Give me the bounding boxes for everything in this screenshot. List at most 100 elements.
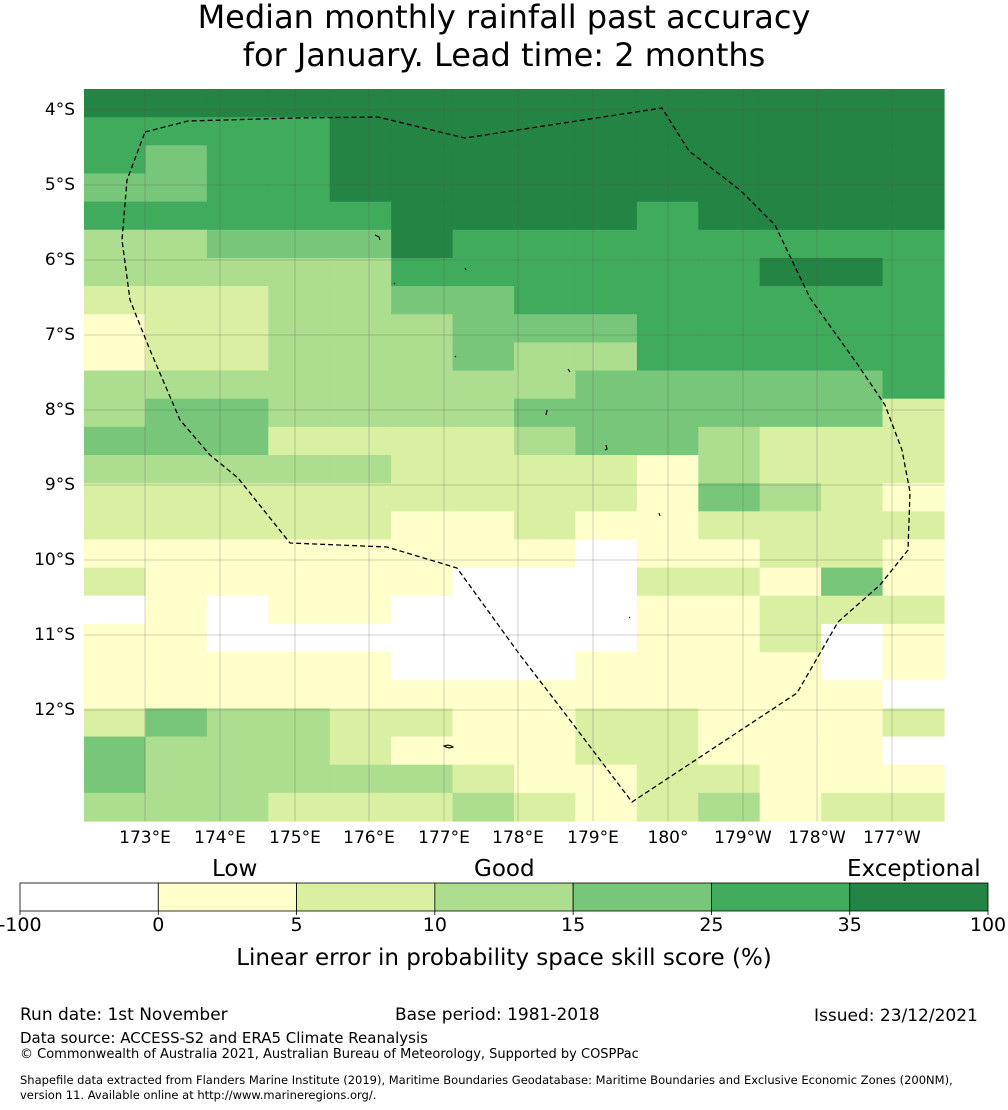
map-cell (268, 342, 331, 372)
map-cell (145, 173, 208, 203)
map-cell (452, 511, 515, 541)
map-cell (84, 398, 147, 428)
map-cell (391, 455, 454, 484)
map-cell (452, 173, 515, 203)
map-cell (575, 257, 638, 287)
map-cell (145, 736, 208, 766)
longitude-label: 177°W (863, 828, 921, 848)
map-cell (514, 539, 577, 569)
map-cell (452, 229, 515, 259)
map-cell (452, 426, 515, 456)
map-cell (698, 398, 761, 428)
map-cell (882, 623, 945, 653)
map-cell (821, 370, 884, 400)
map-cell (329, 455, 392, 484)
map-cell (698, 483, 761, 512)
map-cell (206, 370, 269, 400)
map-cell (84, 567, 147, 597)
map-cell (882, 567, 945, 597)
map-cell (268, 483, 331, 512)
map-cell (452, 567, 515, 597)
shapefile-credit-line-1: Shapefile data extracted from Flanders M… (20, 1073, 953, 1087)
map-cell (329, 483, 392, 512)
map-cell (329, 286, 392, 315)
map-cell (514, 257, 577, 287)
map-cell (329, 539, 392, 569)
map-cell (329, 229, 392, 259)
colorbar-segment (711, 882, 851, 912)
map-cell (514, 342, 577, 372)
map-cell (575, 314, 638, 343)
map-cell (452, 89, 515, 118)
map-cell (329, 89, 392, 118)
map-cell (329, 652, 392, 681)
map-cell (329, 342, 392, 372)
map-cell (145, 652, 208, 681)
map-cell (452, 286, 515, 315)
map-cell (145, 623, 208, 653)
longitude-label: 180° (647, 828, 689, 848)
map-cell (145, 117, 208, 146)
map-cell (268, 567, 331, 597)
map-cell (575, 652, 638, 681)
map-cell (575, 511, 638, 541)
map-cell (759, 483, 822, 512)
map-cell (206, 483, 269, 512)
map-cell (821, 736, 884, 766)
latitude-label: 12°S (34, 700, 75, 720)
map-cell (391, 173, 454, 203)
map-cell (84, 455, 147, 484)
map-cell (882, 314, 945, 343)
map-cell (329, 398, 392, 428)
map-cell (514, 511, 577, 541)
longitude-label: 174°E (194, 828, 246, 848)
map-cell (268, 623, 331, 653)
map-cell (206, 229, 269, 259)
map-cell (452, 680, 515, 709)
map-cell (206, 792, 269, 822)
map-cell (821, 89, 884, 118)
map-cell (391, 792, 454, 822)
map-cell (821, 511, 884, 541)
map-cell (514, 792, 577, 822)
latitude-label: 4°S (44, 100, 75, 120)
latitude-label: 5°S (44, 175, 75, 195)
base-period: Base period: 1981-2018 (395, 1005, 600, 1025)
map-cell (391, 595, 454, 625)
map-cell (514, 145, 577, 175)
map-cell (759, 652, 822, 681)
map-cell (759, 314, 822, 343)
map-cell (882, 708, 945, 738)
map-cell (698, 89, 761, 118)
map-cell (575, 286, 638, 315)
map-cell (759, 229, 822, 259)
map-cell (268, 173, 331, 203)
map-cell (206, 314, 269, 343)
longitude-label: 178°E (492, 828, 544, 848)
map-cell (329, 792, 392, 822)
map-cell (575, 342, 638, 372)
map-cell (145, 567, 208, 597)
map-cell (575, 145, 638, 175)
map-cell (821, 173, 884, 203)
map-cell (206, 342, 269, 372)
map-cell (821, 117, 884, 146)
map-cell (575, 370, 638, 400)
map-cell (145, 426, 208, 456)
map-cell (268, 370, 331, 400)
map-cell (514, 680, 577, 709)
map-cell (329, 145, 392, 175)
map-cell (268, 201, 331, 231)
map-cell (452, 764, 515, 794)
map-cell (391, 708, 454, 738)
map-cell (452, 398, 515, 428)
map-cell (329, 736, 392, 766)
map-cell (882, 286, 945, 315)
map-cell (452, 708, 515, 738)
map-cell (84, 89, 147, 118)
map-cell (821, 455, 884, 484)
map-cell (452, 370, 515, 400)
map-cell (391, 567, 454, 597)
map-cell (882, 792, 945, 822)
map-cell (452, 736, 515, 766)
